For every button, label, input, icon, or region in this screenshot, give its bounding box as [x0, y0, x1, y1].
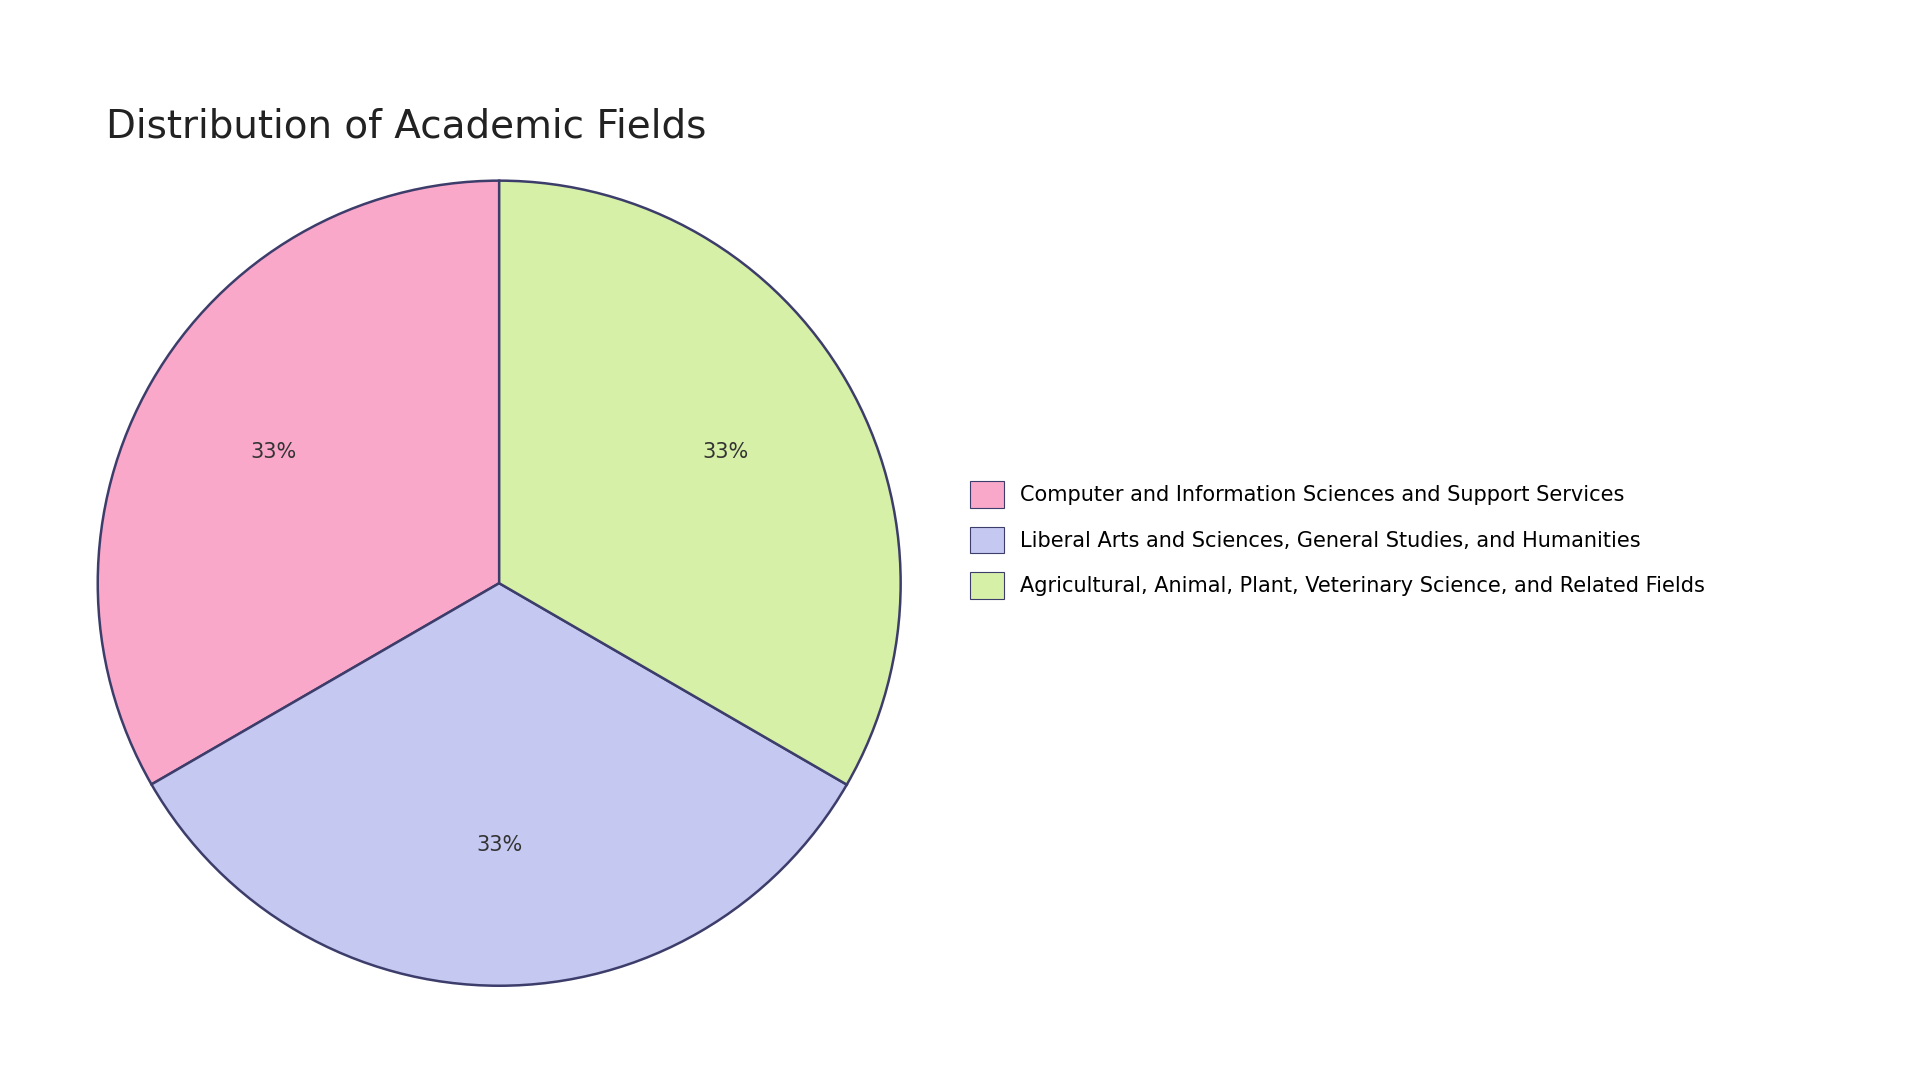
Text: 33%: 33%: [250, 443, 296, 462]
Legend: Computer and Information Sciences and Support Services, Liberal Arts and Science: Computer and Information Sciences and Su…: [970, 481, 1705, 599]
Wedge shape: [499, 180, 900, 784]
Wedge shape: [98, 180, 499, 784]
Text: Distribution of Academic Fields: Distribution of Academic Fields: [106, 108, 707, 146]
Text: 33%: 33%: [703, 443, 749, 462]
Wedge shape: [152, 583, 847, 986]
Text: 33%: 33%: [476, 835, 522, 855]
